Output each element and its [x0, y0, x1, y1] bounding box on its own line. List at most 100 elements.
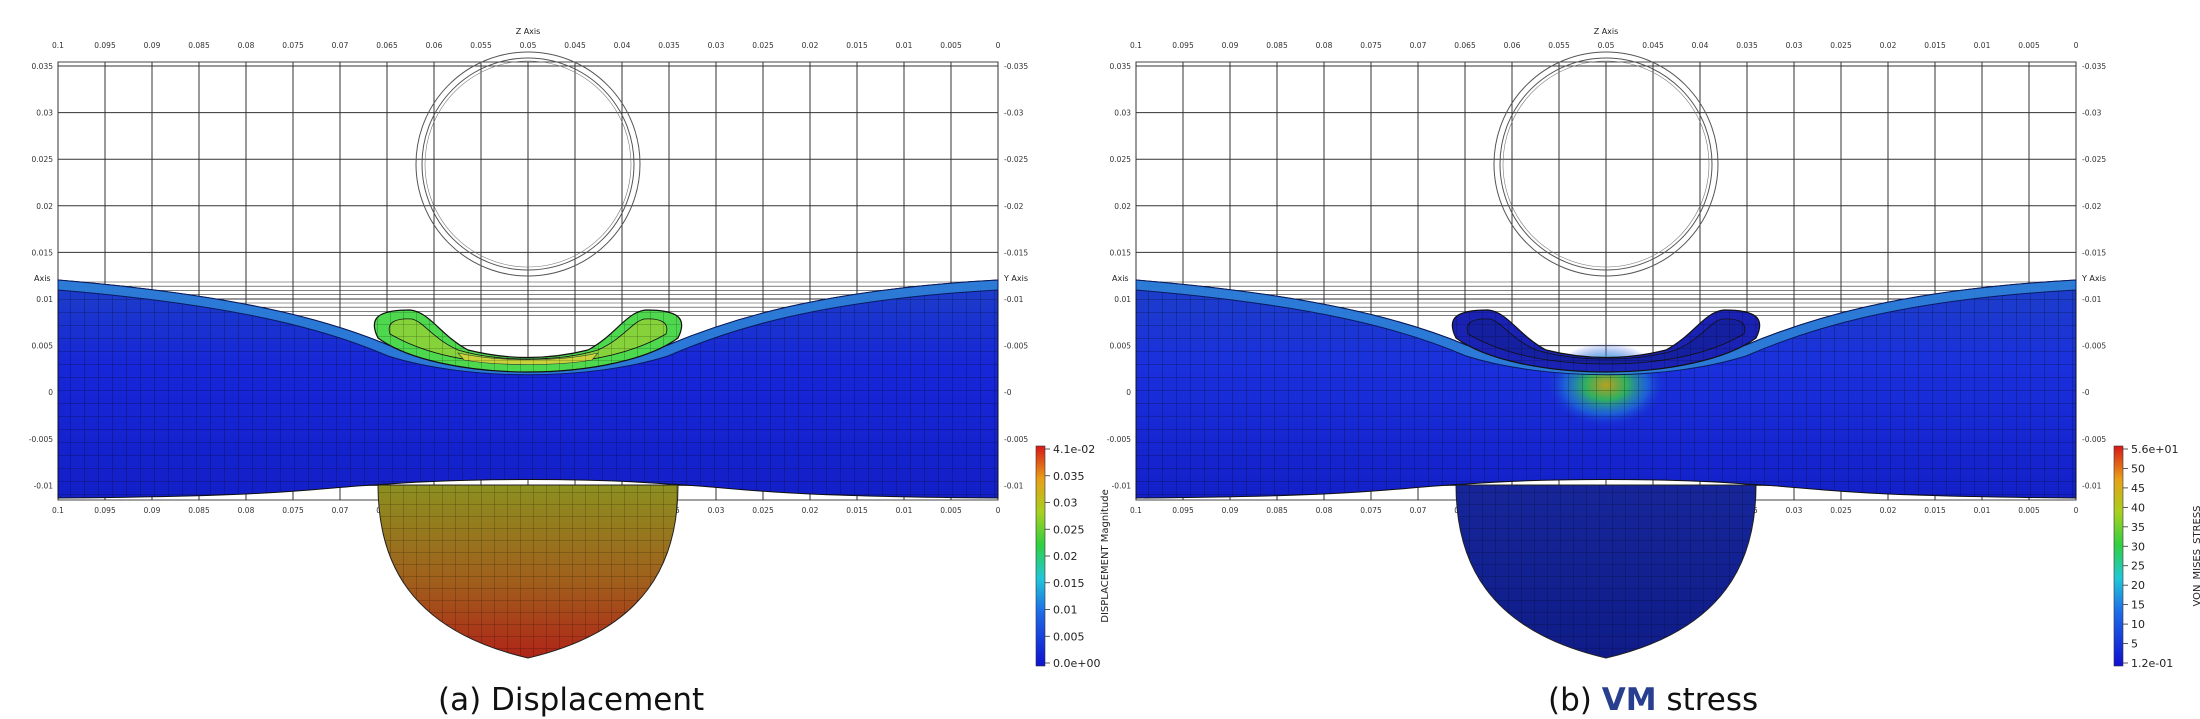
- z-tick-label-top: 0: [996, 41, 1001, 50]
- y-tick-label-left: 0: [1126, 388, 1131, 397]
- z-tick-label-bottom: 0: [996, 506, 1001, 515]
- colorbar-tick-label: 40: [2131, 501, 2145, 514]
- z-tick-label-top: 0.085: [188, 41, 210, 50]
- y-axis-title-left: Axis: [1112, 274, 1129, 283]
- z-tick-label-top: 0.08: [1316, 41, 1333, 50]
- z-tick-label-bottom: 0.09: [1222, 506, 1239, 515]
- colorbar-tick-label: 0.025: [1053, 523, 1085, 536]
- y-tick-label-left: 0.03: [36, 109, 53, 118]
- z-tick-label-top: 0.005: [940, 41, 962, 50]
- caption-a-prefix: (a): [438, 682, 492, 718]
- z-tick-label-bottom: 0.02: [802, 506, 819, 515]
- colorbar-tick-label: 0.0e+00: [1053, 657, 1100, 670]
- colorbar-tick-label: 0.035: [1053, 470, 1085, 483]
- z-tick-label-bottom: 0.02: [1880, 506, 1897, 515]
- y-tick-label-right: -0.005: [2082, 435, 2106, 444]
- z-tick-label-bottom: 0.1: [1130, 506, 1142, 515]
- z-tick-label-bottom: 0.085: [188, 506, 210, 515]
- z-axis-title: Z Axis: [1594, 27, 1619, 36]
- z-tick-label-top: 0.01: [1974, 41, 1991, 50]
- z-tick-label-top: 0.015: [846, 41, 868, 50]
- z-tick-label-bottom: 0.08: [1316, 506, 1333, 515]
- y-tick-label-left: 0.02: [36, 202, 53, 211]
- roller-core-ring: [1502, 60, 1710, 268]
- colorbar-tick-label: 15: [2131, 599, 2145, 612]
- z-tick-label-top: 0.07: [1410, 41, 1427, 50]
- z-tick-label-top: 0.025: [1830, 41, 1852, 50]
- z-tick-label-bottom: 0.085: [1266, 506, 1288, 515]
- colorbar-tick-label: 50: [2131, 462, 2145, 475]
- z-tick-label-top: 0.035: [1736, 41, 1758, 50]
- z-tick-label-top: 0.055: [1548, 41, 1570, 50]
- y-tick-label-right: -0.015: [1004, 248, 1028, 257]
- y-tick-label-right: -0.025: [2082, 155, 2106, 164]
- colorbar: [2113, 445, 2124, 667]
- z-tick-label-top: 0.085: [1266, 41, 1288, 50]
- z-tick-label-top: 0.06: [1504, 41, 1521, 50]
- colorbar-tick-label: 35: [2131, 521, 2145, 534]
- z-tick-label-top: 0.05: [1598, 41, 1615, 50]
- z-tick-label-bottom: 0.03: [708, 506, 725, 515]
- colorbar-tick-label: 30: [2131, 540, 2145, 553]
- z-tick-label-bottom: 0.025: [1830, 506, 1852, 515]
- colorbar-tick-label: 0.015: [1053, 577, 1085, 590]
- y-axis-title-right: Y Axis: [1003, 274, 1028, 283]
- z-tick-label-bottom: 0.075: [1360, 506, 1382, 515]
- contact-ring-mesh: [374, 310, 682, 372]
- z-tick-label-top: 0.095: [1172, 41, 1194, 50]
- z-tick-label-bottom: 0.015: [1924, 506, 1946, 515]
- y-tick-label-right: -0.03: [1004, 109, 1024, 118]
- roller-outer-ring: [1493, 51, 1719, 277]
- y-tick-label-left: -0.01: [1112, 481, 1132, 490]
- z-tick-label-bottom: 0.01: [1974, 506, 1991, 515]
- y-tick-label-left: 0: [48, 388, 53, 397]
- y-tick-label-left: 0.005: [1110, 342, 1132, 351]
- z-tick-label-top: 0.005: [2018, 41, 2040, 50]
- colorbar-tick-label: 0.01: [1053, 604, 1078, 617]
- y-tick-label-left: 0.035: [1110, 62, 1132, 71]
- colorbar-tick-label: 5: [2131, 638, 2138, 651]
- z-tick-label-top: 0.01: [896, 41, 913, 50]
- y-tick-label-right: -0.025: [1004, 155, 1028, 164]
- colorbar-tick-label: 5.6e+01: [2131, 443, 2178, 456]
- y-tick-label-right: -0.015: [2082, 248, 2106, 257]
- caption-b: (b) VM stress: [1548, 682, 1758, 718]
- panel-vm-stress: Z Axis0.10.10.0950.0950.090.090.0850.085…: [1107, 27, 2200, 670]
- y-tick-label-right: -0.035: [1004, 62, 1028, 71]
- z-tick-label-top: 0.075: [282, 41, 304, 50]
- z-tick-label-top: 0.04: [614, 41, 631, 50]
- y-tick-label-left: 0.035: [32, 62, 54, 71]
- z-tick-label-top: 0.03: [708, 41, 725, 50]
- z-tick-label-bottom: 0.015: [846, 506, 868, 515]
- z-tick-label-bottom: 0.01: [896, 506, 913, 515]
- z-tick-label-bottom: 0.075: [282, 506, 304, 515]
- bowl-mesh: [1456, 485, 1756, 658]
- y-axis-title-right: Y Axis: [2081, 274, 2106, 283]
- y-tick-label-right: -0.005: [2082, 342, 2106, 351]
- z-tick-label-bottom: 0.08: [238, 506, 255, 515]
- z-tick-label-top: 0.06: [426, 41, 443, 50]
- z-tick-label-top: 0.09: [1222, 41, 1239, 50]
- panel-displacement: Z Axis 0.1 0.1 0.095 0.095 0.09 0.09 0.085 0.085…: [29, 27, 1111, 670]
- slab-mesh: [1136, 280, 2076, 498]
- z-tick-label-top: 0.045: [564, 41, 586, 50]
- z-tick-label-top: 0.1: [52, 41, 64, 50]
- z-tick-label-bottom: 0.005: [2018, 506, 2040, 515]
- colorbar-tick-label: 10: [2131, 618, 2145, 631]
- z-tick-label-top: 0.08: [238, 41, 255, 50]
- y-tick-label-right: -0.02: [2082, 202, 2102, 211]
- z-tick-label-top: 0.04: [1692, 41, 1709, 50]
- caption-b-text: stress: [1656, 682, 1759, 718]
- z-tick-label-top: 0.045: [1642, 41, 1664, 50]
- y-tick-label-right: -0.005: [1004, 342, 1028, 351]
- y-tick-label-right: -0: [1004, 388, 1012, 397]
- y-tick-label-left: 0.01: [1114, 295, 1131, 304]
- z-tick-label-bottom: 0: [2074, 506, 2079, 515]
- z-tick-label-top: 0.065: [376, 41, 398, 50]
- colorbar-tick-label: 0.02: [1053, 550, 1078, 563]
- y-tick-label-left: -0.01: [34, 481, 54, 490]
- caption-a: (a) Displacement: [438, 682, 704, 718]
- colorbar-title: DISPLACEMENT Magnitude: [1100, 489, 1111, 623]
- z-tick-label-bottom: 0.07: [1410, 506, 1427, 515]
